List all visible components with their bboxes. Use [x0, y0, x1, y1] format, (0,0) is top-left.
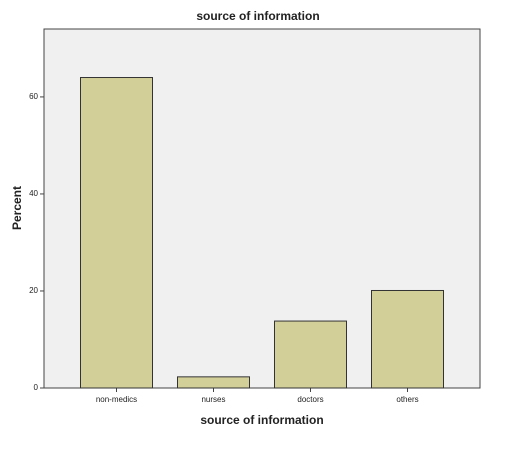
bar: [274, 320, 347, 389]
y-tick-label: 40: [29, 189, 38, 198]
x-tick-label: nurses: [201, 395, 225, 404]
bar: [371, 289, 444, 389]
x-tick-label: others: [396, 395, 418, 404]
y-axis-label: Percent: [10, 186, 24, 230]
y-tick-label: 60: [29, 92, 38, 101]
chart-title: source of information: [196, 9, 319, 23]
x-tick-label: non-medics: [96, 395, 137, 404]
y-tick-label: 20: [29, 286, 38, 295]
x-axis-label: source of information: [200, 413, 323, 427]
bar: [177, 376, 250, 389]
x-tick-label: doctors: [297, 395, 323, 404]
bar: [80, 77, 153, 389]
y-tick-label: 0: [34, 383, 39, 392]
